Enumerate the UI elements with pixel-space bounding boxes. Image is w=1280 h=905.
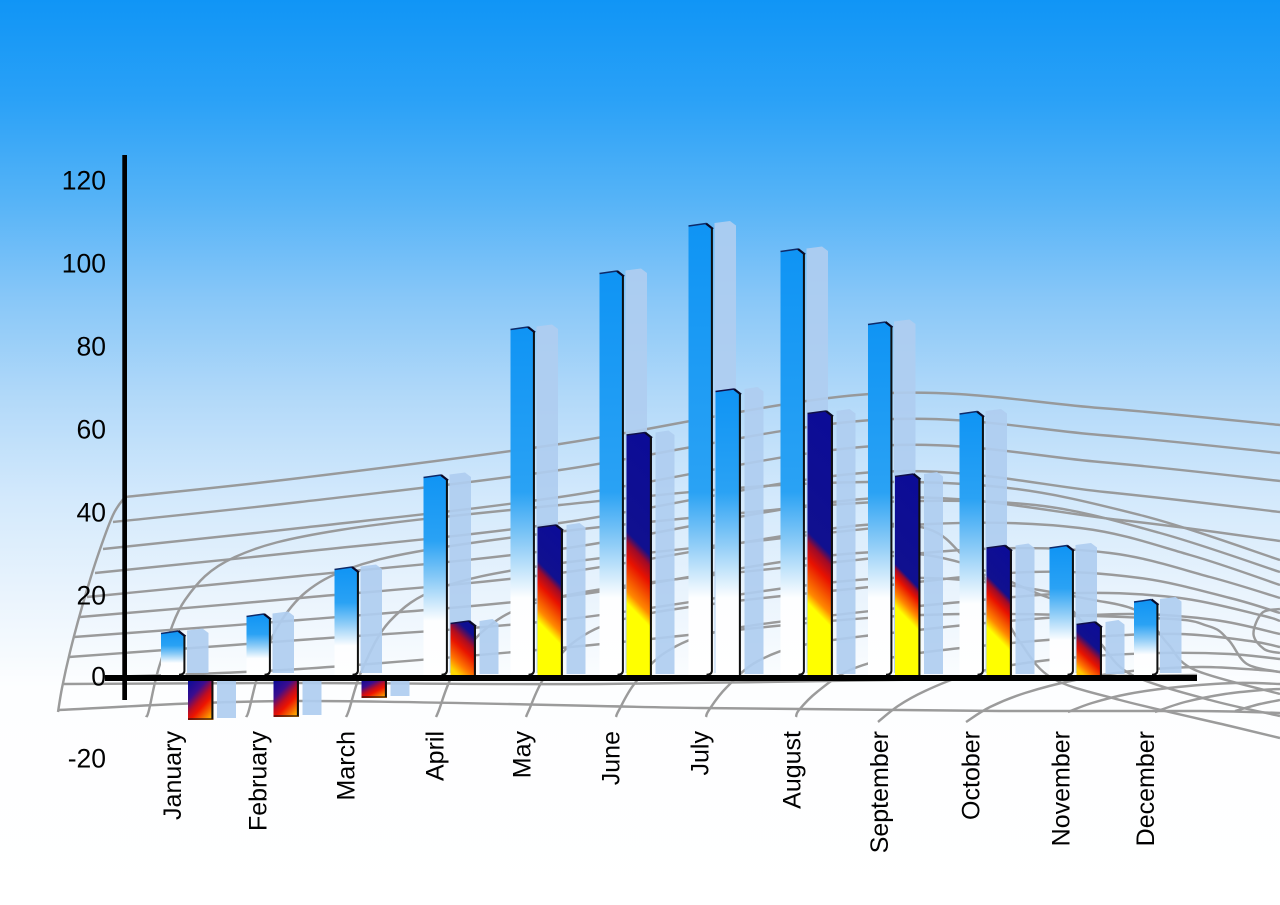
svg-text:May: May <box>509 731 537 779</box>
svg-text:20: 20 <box>77 581 106 611</box>
svg-text:March: March <box>333 731 361 800</box>
svg-text:April: April <box>422 731 450 781</box>
svg-text:February: February <box>245 731 273 832</box>
svg-text:40: 40 <box>77 498 106 528</box>
svg-text:-20: -20 <box>68 744 106 774</box>
svg-text:80: 80 <box>77 332 106 362</box>
svg-text:August: August <box>779 731 807 809</box>
svg-text:100: 100 <box>62 249 106 279</box>
svg-text:January: January <box>159 731 187 820</box>
svg-text:120: 120 <box>62 166 106 196</box>
svg-text:December: December <box>1132 731 1160 846</box>
svg-text:November: November <box>1048 731 1076 846</box>
svg-text:July: July <box>687 731 715 776</box>
svg-text:October: October <box>958 731 986 820</box>
svg-text:60: 60 <box>77 415 106 445</box>
svg-text:September: September <box>866 731 894 853</box>
svg-text:June: June <box>598 731 626 785</box>
svg-text:0: 0 <box>91 662 106 692</box>
